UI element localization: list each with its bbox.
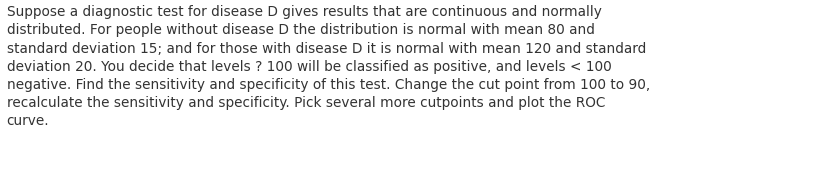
Text: Suppose a diagnostic test for disease D gives results that are continuous and no: Suppose a diagnostic test for disease D … xyxy=(7,5,649,128)
